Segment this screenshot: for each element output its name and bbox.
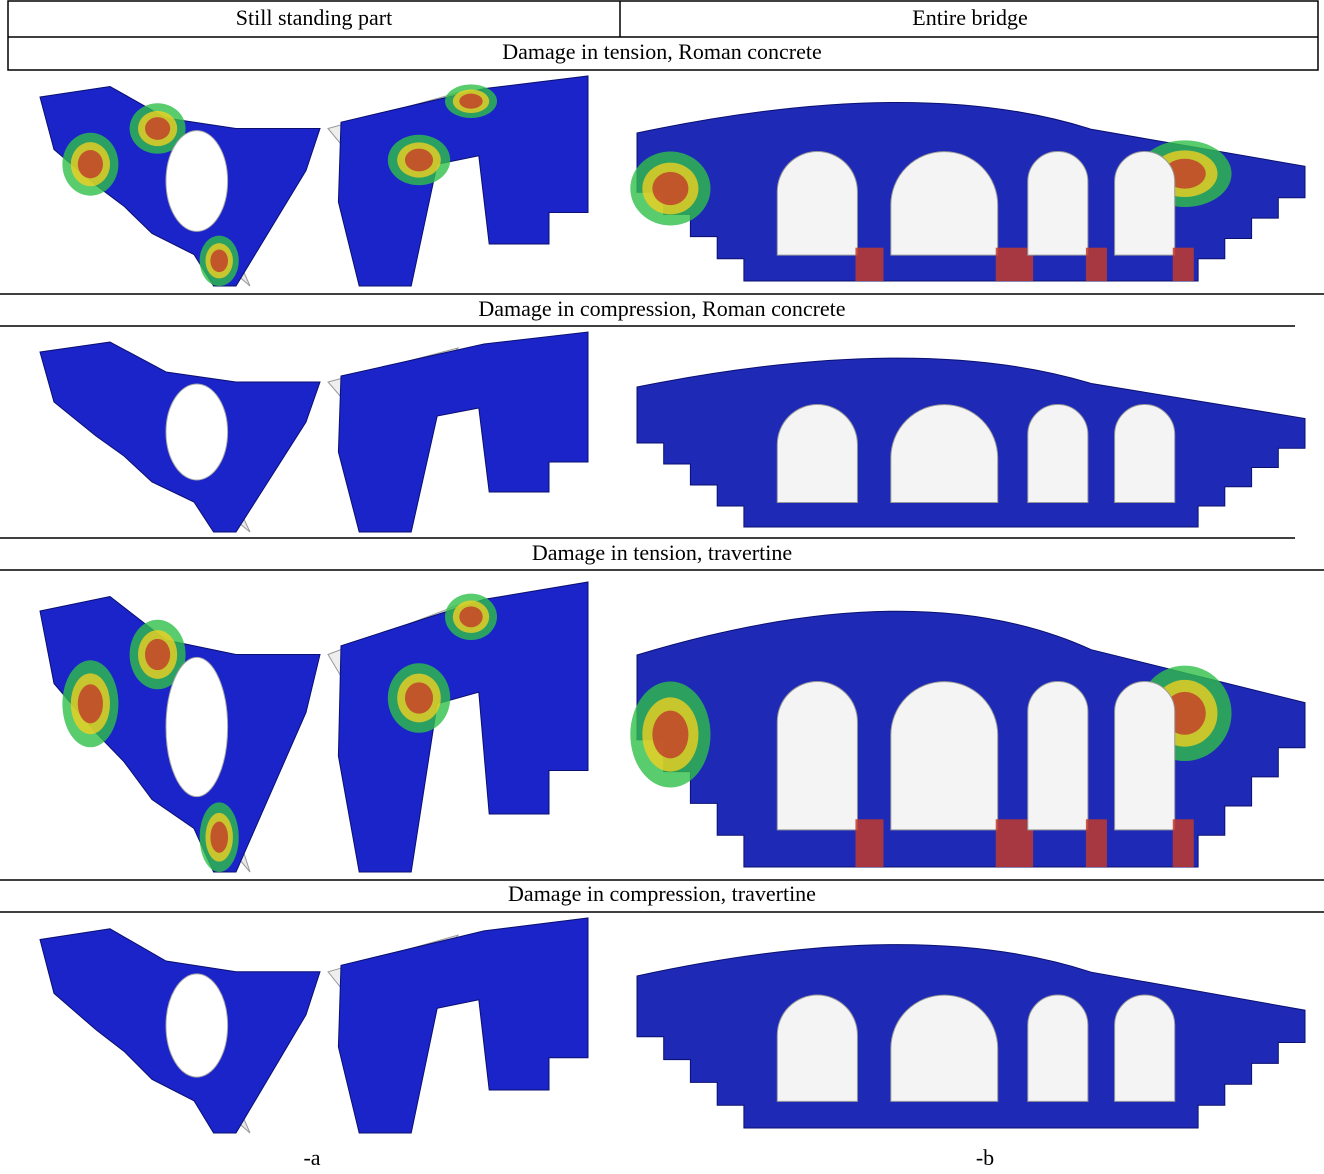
section-title: Damage in compression, Roman concrete [478,296,845,321]
arch-opening [777,682,857,830]
piece-a [40,342,320,532]
damage-zone [459,606,482,627]
damage-zone [145,639,170,670]
bridge [630,102,1305,281]
arch-opening [1115,682,1175,830]
section-title: Damage in tension, travertine [532,540,792,565]
damage-zone [78,150,103,178]
arch-opening [1028,405,1088,503]
mesh-body [338,918,588,1133]
bridge [637,358,1305,527]
arch-opening [777,152,857,256]
piece-a [40,87,320,287]
arch-opening [166,384,228,480]
column-header: Still standing part [236,5,392,30]
damage-zone [405,682,433,713]
piece-b [328,582,588,872]
piece-b [328,918,588,1133]
damage-zone [1086,248,1107,281]
caption: -a [303,1145,320,1170]
arch-opening [891,995,998,1101]
section-title: Damage in tension, Roman concrete [502,39,822,64]
arch-opening [166,131,228,232]
damage-zone [405,149,433,172]
damage-zone [652,172,688,205]
arch-opening [1028,995,1088,1101]
piece-a [40,597,320,873]
damage-zone [855,819,883,867]
arch-opening [1028,682,1088,830]
arch-opening [891,405,998,503]
bridge [637,945,1305,1128]
damage-zone [855,248,883,281]
arch-opening [891,152,998,256]
section-title: Damage in compression, travertine [508,881,816,906]
model-renderings [40,76,1305,1133]
damage-zone [78,684,103,723]
damage-zone [145,117,170,140]
damage-zone [459,94,482,109]
damage-zone [210,822,228,853]
damage-zone [1173,819,1194,867]
arch-opening [166,974,228,1077]
piece-b [328,332,588,532]
arch-opening [777,995,857,1101]
bridge [630,611,1305,867]
mesh-body [338,332,588,532]
piece-b [328,76,588,286]
arch-opening [1028,152,1088,256]
arch-opening [891,682,998,830]
damage-zone [1173,248,1194,281]
arch-opening [166,657,228,796]
caption: -b [976,1145,994,1170]
damage-zone [1086,819,1107,867]
piece-a [40,929,320,1133]
arch-opening [1115,152,1175,256]
arch-opening [1115,405,1175,503]
damage-zone [210,249,228,272]
arch-opening [777,405,857,503]
column-header: Entire bridge [912,5,1027,30]
figure: Still standing part Entire bridge Damage… [0,0,1324,1174]
arch-opening [1115,995,1175,1101]
damage-zone [652,711,688,759]
